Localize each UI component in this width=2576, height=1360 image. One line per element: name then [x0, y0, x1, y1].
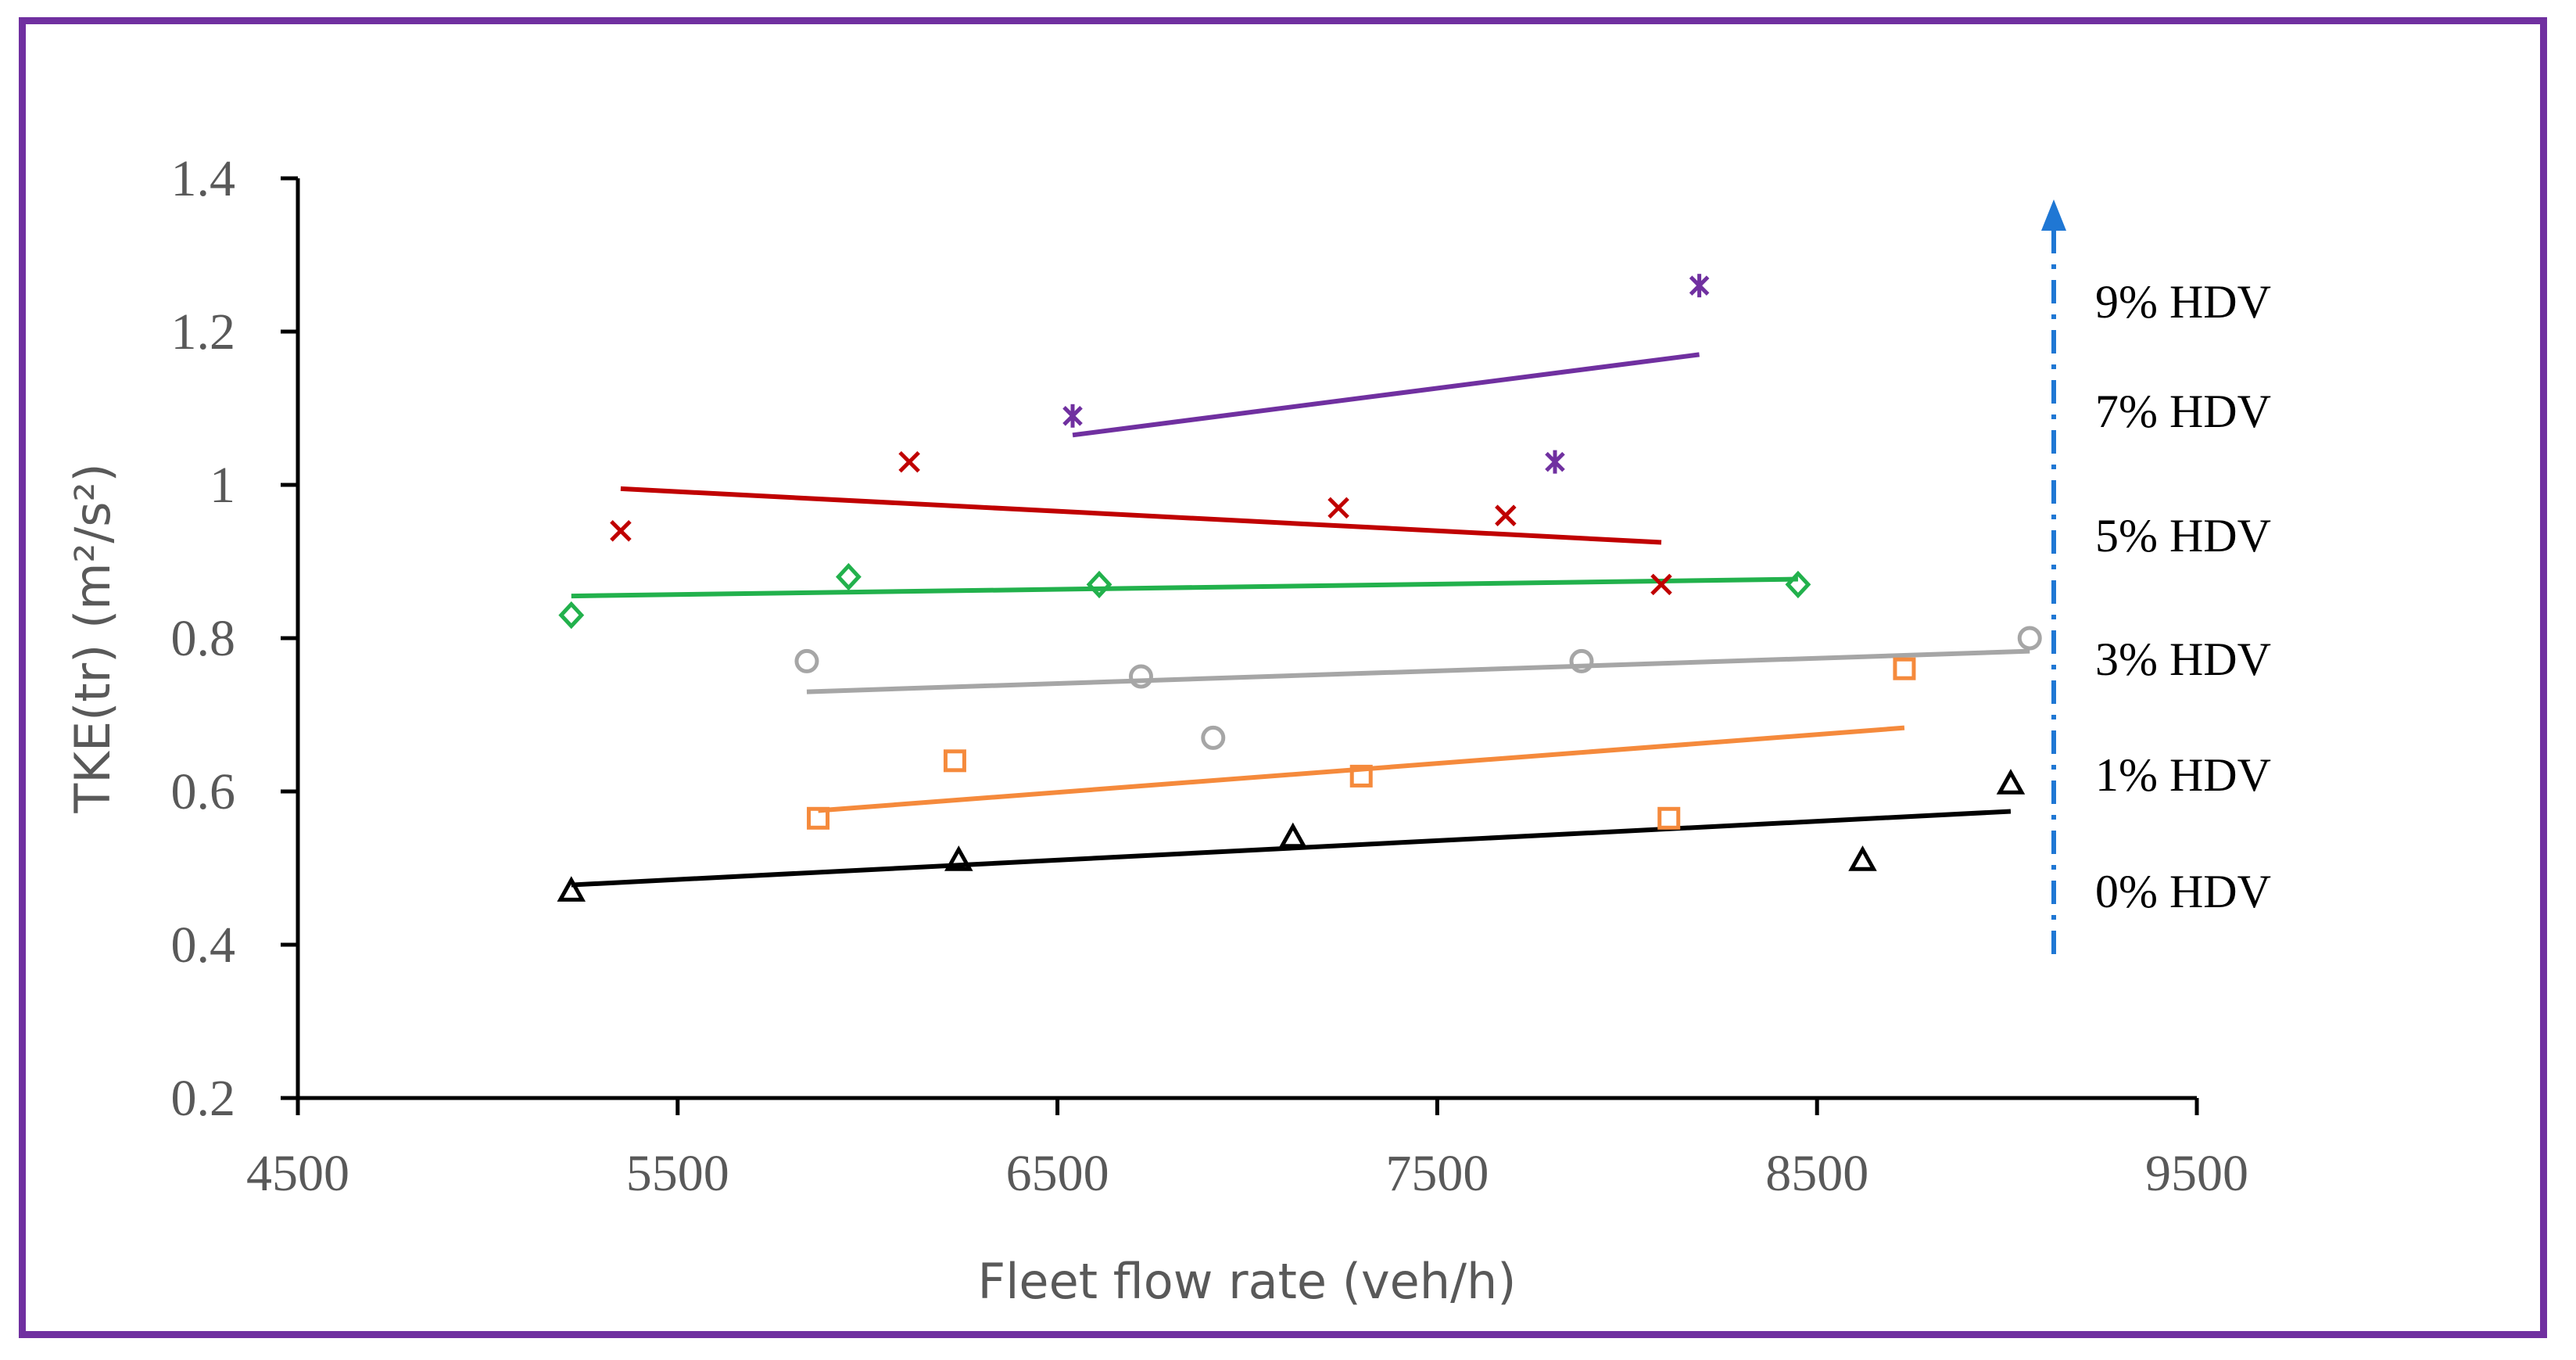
- point-0-hdv: [1996, 769, 2026, 795]
- point-7-hdv: [1327, 497, 1349, 519]
- y-axis-label: TKE(tr) (m²/s²): [64, 463, 121, 813]
- point-0-hdv: [1278, 822, 1308, 849]
- point-1-hdv: [1657, 806, 1681, 830]
- y-tick-label: 0.4: [171, 917, 236, 974]
- point-5-hdv: [1086, 570, 1112, 599]
- y-tick-label: 1.4: [171, 150, 236, 207]
- point-3-hdv: [1201, 725, 1226, 750]
- point-0-hdv: [557, 876, 586, 902]
- trend-line-0-hdv: [571, 809, 2012, 888]
- point-3-hdv: [2017, 626, 2042, 651]
- hdv-label: 9% HDV: [2095, 276, 2271, 328]
- point-7-hdv: [1495, 504, 1517, 526]
- x-tick-label: 6500: [1006, 1145, 1109, 1202]
- x-tick-label: 5500: [626, 1145, 729, 1202]
- point-7-hdv: [610, 520, 632, 542]
- trend-line-3-hdv: [806, 648, 2030, 694]
- point-9-hdv: [1689, 274, 1710, 298]
- hdv-label: 5% HDV: [2095, 510, 2271, 562]
- hdv-labels: 0% HDV 1% HDV 3% HDV 5% HDV 7% HDV 9% HDV: [2095, 276, 2271, 917]
- point-1-hdv: [943, 749, 966, 773]
- x-axis-label: Fleet flow rate (veh/h): [978, 1253, 1517, 1310]
- x-tick-label: 7500: [1385, 1145, 1489, 1202]
- hdv-label: 0% HDV: [2095, 866, 2271, 917]
- hdv-arrow-annotation: [2041, 199, 2066, 954]
- y-tick-label: 0.6: [171, 763, 236, 820]
- point-3-hdv: [1569, 648, 1594, 673]
- hdv-label: 3% HDV: [2095, 633, 2271, 685]
- y-ticks: 0.2 0.4 0.6 0.8 1 1.2 1.4: [171, 150, 298, 1127]
- point-5-hdv: [835, 562, 862, 591]
- y-tick-label: 0.2: [171, 1070, 236, 1127]
- trend-line-5-hdv: [571, 576, 1798, 599]
- y-tick-label: 1: [210, 457, 235, 514]
- x-tick-label: 4500: [246, 1145, 349, 1202]
- point-3-hdv: [1128, 664, 1153, 689]
- point-0-hdv: [1848, 845, 1877, 871]
- hdv-label: 1% HDV: [2095, 749, 2271, 801]
- point-3-hdv: [794, 648, 819, 673]
- point-1-hdv: [807, 806, 830, 830]
- point-5-hdv: [558, 601, 585, 630]
- trend-line-7-hdv: [620, 486, 1662, 545]
- point-1-hdv: [1893, 657, 1916, 680]
- point-9-hdv: [1545, 450, 1565, 474]
- data-markers: [557, 274, 2042, 902]
- x-tick-label: 9500: [2145, 1145, 2248, 1202]
- point-5-hdv: [1785, 570, 1811, 599]
- y-tick-label: 0.8: [171, 610, 236, 667]
- hdv-arrow-head: [2041, 199, 2066, 231]
- point-0-hdv: [944, 845, 973, 871]
- y-tick-label: 1.2: [171, 303, 236, 361]
- trend-line-9-hdv: [1072, 352, 1700, 438]
- point-1-hdv: [1349, 764, 1373, 788]
- trend-lines: [571, 352, 2030, 888]
- hdv-label: 7% HDV: [2095, 386, 2271, 437]
- axes: [296, 178, 2197, 1100]
- x-ticks: 4500 5500 6500 7500 8500 9500: [246, 1098, 2248, 1202]
- point-7-hdv: [898, 450, 920, 473]
- point-9-hdv: [1062, 404, 1083, 428]
- trend-line-1-hdv: [818, 725, 1905, 813]
- point-7-hdv: [1650, 573, 1672, 596]
- x-tick-label: 8500: [1765, 1145, 1868, 1202]
